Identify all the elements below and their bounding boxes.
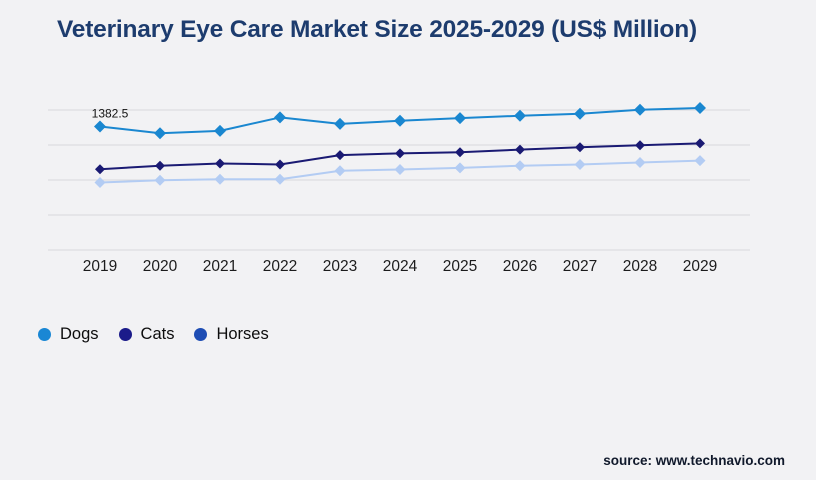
legend-dot-dogs-icon (38, 328, 51, 341)
x-axis-label-2028: 2028 (623, 258, 657, 275)
data-point-cats-2029[interactable] (695, 138, 705, 149)
x-axis-label-2019: 2019 (83, 258, 117, 275)
legend-label-dogs: Dogs (60, 325, 99, 343)
data-point-horses-2029[interactable] (694, 155, 706, 167)
legend-item-dogs[interactable]: Dogs (38, 325, 99, 344)
x-axis-label-2029: 2029 (683, 258, 717, 275)
chart-title: Veterinary Eye Care Market Size 2025-202… (57, 16, 697, 43)
data-point-label: 1382.5 (92, 106, 129, 120)
data-point-horses-2019[interactable] (94, 177, 106, 189)
source-attribution: source: www.technavio.com (603, 453, 785, 468)
data-point-horses-2022[interactable] (274, 173, 286, 185)
data-point-cats-2019[interactable] (95, 164, 105, 175)
data-point-horses-2026[interactable] (514, 160, 526, 172)
x-axis-label-2020: 2020 (143, 258, 178, 275)
data-point-horses-2028[interactable] (634, 157, 646, 168)
data-point-horses-2027[interactable] (574, 158, 586, 170)
line-chart: 2019 2020 2021 2022 2023 2024 2025 2026 2027 2028… (48, 102, 750, 275)
data-point-dogs-2025[interactable] (454, 112, 466, 125)
data-point-dogs-2027[interactable] (574, 107, 586, 120)
data-point-dogs-2021[interactable] (214, 124, 226, 137)
legend-item-horses[interactable]: Horses (194, 325, 269, 344)
data-point-dogs-2026[interactable] (514, 109, 526, 122)
data-point-horses-2020[interactable] (154, 174, 166, 186)
x-axis-label-2024: 2024 (383, 258, 418, 275)
legend-dot-horses-icon (194, 328, 208, 341)
data-point-dogs-2022[interactable] (274, 111, 286, 124)
data-point-cats-2024[interactable] (395, 148, 405, 159)
data-point-horses-2021[interactable] (214, 173, 226, 185)
data-point-dogs-2028[interactable] (634, 103, 646, 116)
data-point-horses-2025[interactable] (454, 162, 466, 174)
data-point-cats-2025[interactable] (455, 147, 465, 158)
data-point-cats-2028[interactable] (635, 140, 645, 151)
x-axis-label-2025: 2025 (443, 258, 477, 275)
x-axis-label-2027: 2027 (563, 258, 597, 275)
legend-item-cats[interactable]: Cats (118, 325, 175, 344)
data-point-cats-2027[interactable] (575, 142, 585, 153)
data-point-horses-2024[interactable] (394, 164, 406, 175)
data-point-dogs-2020[interactable] (154, 127, 166, 140)
data-point-cats-2026[interactable] (515, 144, 525, 155)
data-point-dogs-2029[interactable] (694, 102, 706, 115)
data-point-dogs-2023[interactable] (334, 117, 346, 130)
data-point-horses-2023[interactable] (334, 165, 346, 177)
legend-label-cats: Cats (140, 325, 175, 343)
data-point-cats-2020[interactable] (155, 160, 165, 171)
data-point-cats-2022[interactable] (275, 159, 285, 170)
legend-label-horses: Horses (216, 325, 269, 343)
legend-dot-cats-icon (118, 328, 132, 341)
data-point-dogs-2024[interactable] (394, 114, 406, 127)
data-point-dogs-2019[interactable] (94, 120, 106, 133)
data-point-cats-2023[interactable] (335, 150, 345, 161)
data-point-cats-2021[interactable] (215, 158, 225, 169)
x-axis-label-2022: 2022 (263, 258, 297, 275)
x-axis-label-2023: 2023 (323, 258, 357, 275)
chart-legend: Dogs Cats Horses (38, 325, 269, 344)
x-axis-label-2026: 2026 (503, 258, 537, 275)
x-axis-label-2021: 2021 (203, 258, 237, 275)
